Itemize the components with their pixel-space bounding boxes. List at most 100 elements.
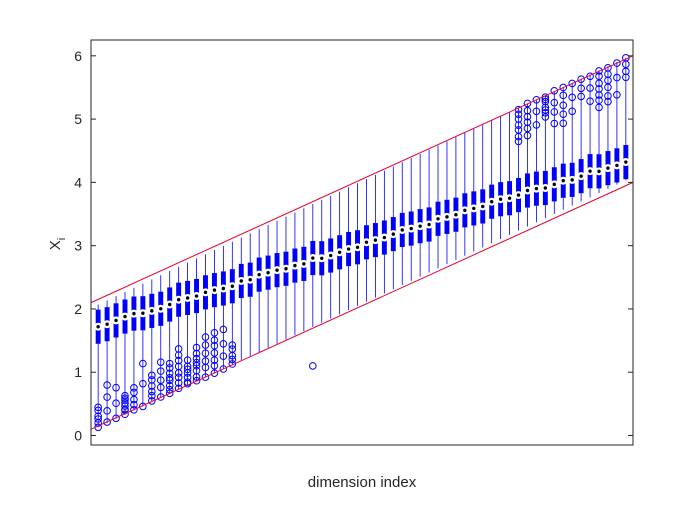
outlier-marker xyxy=(183,373,192,382)
median-dot xyxy=(302,262,306,266)
y-axis-label-main: X xyxy=(47,240,64,250)
median-dot xyxy=(427,222,431,227)
outlier-marker xyxy=(174,373,183,382)
outlier-marker xyxy=(201,373,210,381)
outlier-marker xyxy=(103,407,111,415)
y-axis-label-subscript: i xyxy=(56,238,68,240)
y-tick-label: 2 xyxy=(74,301,82,317)
median-dot xyxy=(194,294,199,298)
outlier-marker xyxy=(568,79,576,88)
median-dot xyxy=(293,263,297,268)
median-dot xyxy=(328,253,333,258)
outlier-marker xyxy=(210,356,219,364)
outlier-marker xyxy=(201,341,210,349)
outlier-marker xyxy=(121,391,129,400)
outlier-marker xyxy=(219,339,228,348)
median-dot xyxy=(498,197,503,201)
outlier-marker xyxy=(112,383,120,392)
y-tick-label: 3 xyxy=(74,238,82,254)
median-dot xyxy=(203,290,208,295)
outlier-marker xyxy=(559,91,568,100)
axes-layer: 0 1 2 3 4 5 6 xyxy=(74,39,634,446)
outlier-marker xyxy=(112,399,120,408)
median-dot xyxy=(525,188,530,193)
median-dot xyxy=(132,311,136,316)
median-dot xyxy=(239,279,243,283)
median-dot xyxy=(221,286,226,291)
outlier-marker xyxy=(156,383,165,392)
outlier-marker xyxy=(139,379,147,388)
outlier-marker xyxy=(156,367,165,375)
outlier-marker xyxy=(532,107,541,116)
median-dot xyxy=(257,272,261,277)
outlier-marker xyxy=(165,381,174,390)
median-dot xyxy=(463,208,467,213)
y-tick-label: 6 xyxy=(74,48,82,64)
outlier-marker xyxy=(201,349,210,358)
outlier-marker xyxy=(192,366,201,375)
outlier-marker xyxy=(622,73,630,82)
outlier-marker xyxy=(577,92,585,101)
outlier-marker xyxy=(165,389,174,398)
median-dot xyxy=(624,160,628,164)
outlier-marker xyxy=(604,63,612,72)
median-dot xyxy=(489,200,494,204)
median-dot xyxy=(168,302,172,307)
outlier-marker xyxy=(514,126,523,134)
lower-bound-line xyxy=(90,181,634,430)
upper-bound-line xyxy=(90,55,634,304)
outlier-marker xyxy=(183,356,192,364)
outlier-marker xyxy=(559,119,568,128)
axes-frame xyxy=(90,39,634,446)
median-dot xyxy=(588,169,592,173)
outlier-marker xyxy=(174,384,183,393)
outlier-marker xyxy=(514,137,523,146)
outlier-marker xyxy=(210,361,219,370)
median-dot xyxy=(516,193,521,197)
outlier-marker xyxy=(183,365,192,374)
outlier-marker xyxy=(192,354,201,363)
outlier-marker xyxy=(156,358,165,366)
outlier-marker xyxy=(613,73,621,82)
outlier-marker xyxy=(532,121,541,129)
envelope-layer xyxy=(90,55,634,430)
median-dot xyxy=(445,215,449,219)
outlier-marker xyxy=(174,362,183,371)
outlier-marker xyxy=(130,395,138,404)
y-tick-label: 4 xyxy=(74,174,82,190)
outlier-marker xyxy=(156,393,165,401)
outlier-marker xyxy=(174,345,183,353)
outlier-marker xyxy=(514,115,523,123)
outlier-marker xyxy=(201,333,210,341)
outlier-marker xyxy=(148,387,156,396)
outlier-marker xyxy=(148,371,156,380)
median-dot xyxy=(606,166,610,170)
median-dot xyxy=(185,296,190,300)
outlier-marker xyxy=(103,393,111,401)
outlier-marker xyxy=(586,97,594,106)
outlier-marker xyxy=(559,83,568,92)
median-dot xyxy=(364,240,369,245)
outlier-marker xyxy=(595,103,603,112)
median-dot xyxy=(284,267,288,271)
median-dot xyxy=(311,256,315,260)
outlier-marker xyxy=(94,403,102,412)
median-dot xyxy=(436,217,440,221)
outlier-marker xyxy=(550,86,559,95)
median-dot xyxy=(141,311,145,315)
median-dot xyxy=(579,174,583,178)
outlier-marker xyxy=(130,405,138,414)
outlier-marker xyxy=(121,394,129,402)
outlier-marker xyxy=(228,345,237,353)
outlier-marker xyxy=(228,360,237,368)
outlier-marker xyxy=(219,325,228,334)
median-dot xyxy=(382,235,387,240)
outlier-marker xyxy=(595,67,603,75)
outlier-marker xyxy=(130,384,138,392)
median-dot xyxy=(472,206,476,211)
median-dot xyxy=(266,270,270,275)
outlier-marker xyxy=(541,108,550,117)
median-dot xyxy=(391,232,396,236)
median-dot xyxy=(597,169,601,174)
